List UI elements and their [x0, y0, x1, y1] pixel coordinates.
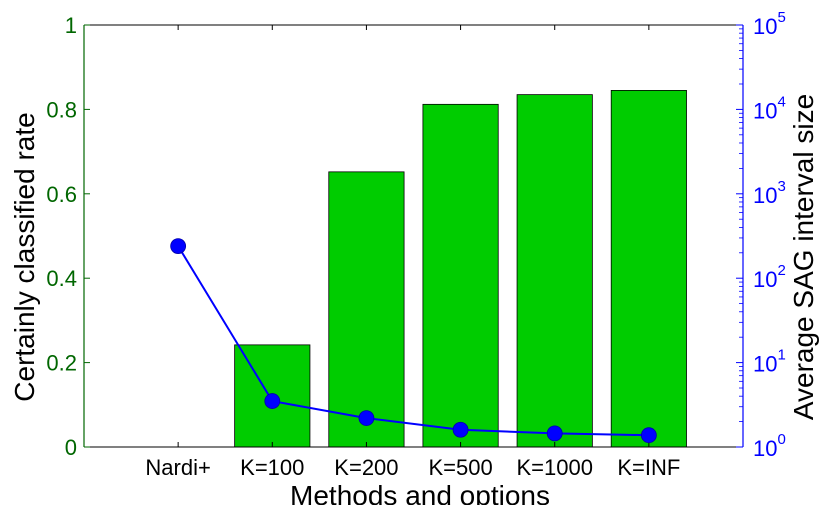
line-point	[546, 425, 563, 442]
bars-layer	[234, 90, 687, 448]
x-tick-label: Nardi+	[145, 455, 210, 480]
left-y-tick-label: 0.4	[46, 266, 77, 291]
left-y-axis-label: Certainly classified rate	[9, 112, 40, 401]
plot-frame	[83, 24, 744, 448]
x-tick-label: K=200	[334, 455, 398, 480]
right-y-tick-label: 102	[753, 262, 786, 292]
x-tick-label: K=500	[428, 455, 492, 480]
bar	[516, 94, 593, 448]
right-y-tick-label: 103	[753, 178, 786, 208]
left-y-tick-labels: 0 0.2 0.4 0.6 0.8 1	[46, 13, 77, 460]
left-y-tick-label: 0.2	[46, 351, 77, 376]
x-tick-label: K=1000	[516, 455, 592, 480]
x-axis-label: Methods and options	[290, 480, 550, 505]
right-y-tick-labels: 100 101 102 103 104 105	[753, 9, 786, 461]
x-tick-label: K=100	[240, 455, 304, 480]
left-y-tick-label: 0	[65, 435, 77, 460]
left-y-tick-label: 1	[65, 13, 77, 38]
left-y-tick-label: 0.8	[46, 97, 77, 122]
line-point	[264, 393, 281, 409]
right-y-axis-label: Average SAG interval size	[788, 94, 819, 420]
line-point	[358, 410, 375, 426]
right-y-tick-label: 100	[753, 431, 786, 461]
line-point	[452, 421, 469, 438]
series-line	[177, 245, 649, 437]
right-y-tick-label: 104	[753, 93, 786, 123]
bar	[328, 171, 405, 448]
bar	[610, 90, 687, 448]
line-point	[640, 427, 657, 444]
x-tick-label: K=INF	[617, 455, 680, 480]
right-y-tick-label: 105	[753, 9, 786, 39]
x-tick-labels: Nardi+ K=100 K=200 K=500 K=1000 K=INF	[145, 455, 680, 480]
left-y-tick-label: 0.6	[46, 182, 77, 207]
line-layer	[170, 238, 657, 444]
bar	[422, 103, 499, 448]
right-y-tick-label: 101	[753, 347, 786, 377]
line-point	[170, 238, 187, 255]
